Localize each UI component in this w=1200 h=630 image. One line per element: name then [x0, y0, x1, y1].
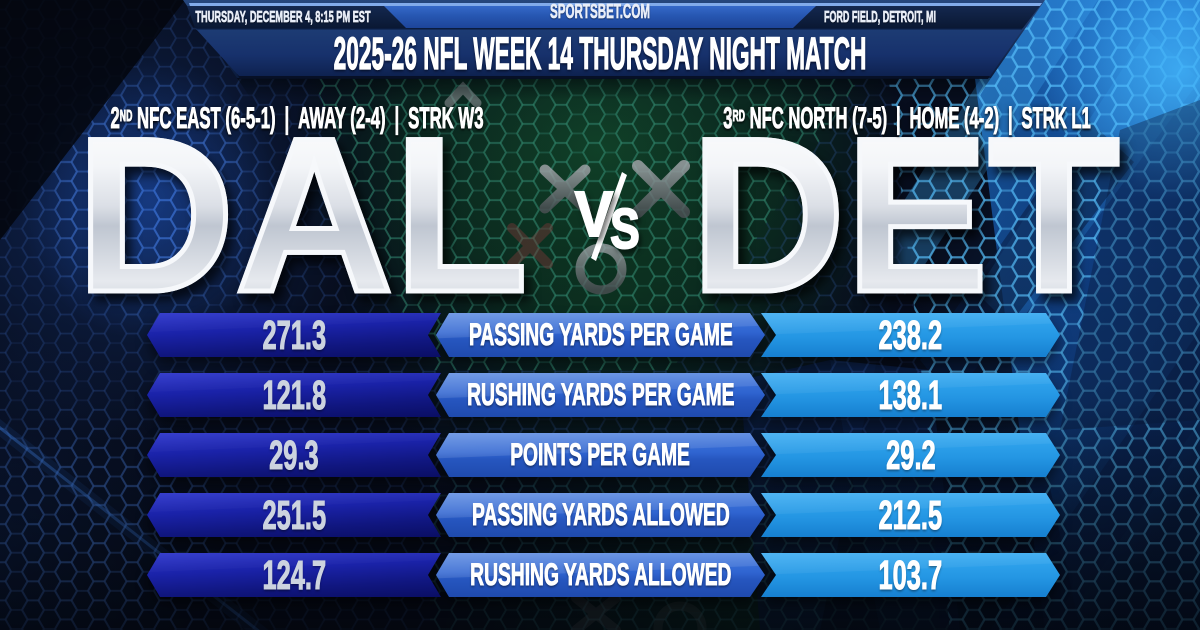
home-stat-bar: 29.2 [761, 433, 1060, 477]
away-stat-value: 251.5 [262, 491, 326, 538]
team-streak: STRK L1 [1021, 102, 1091, 135]
stat-label-bar: PASSING YARDS ALLOWED [436, 493, 765, 537]
home-stat-bar: 138.1 [761, 373, 1060, 417]
stat-row: 271.3 PASSING YARDS PER GAME 238.2 [0, 313, 1200, 357]
brand-label: SPORTSBET.COM [549, 1, 651, 23]
away-team-info: 2ND NFC EAST (6-5-1) | AWAY (2-4) | STRK W3 [0, 102, 631, 139]
stat-label: POINTS PER GAME [510, 436, 691, 473]
datetime-text: THURSDAY, DECEMBER 4, 8:15 PM EST [195, 9, 371, 26]
away-stat-bar: 251.5 [147, 493, 441, 537]
separator: | [1007, 102, 1013, 135]
home-stat-value: 138.1 [878, 371, 943, 418]
venue-text: FORD FIELD, DETROIT, MI [824, 9, 936, 26]
stat-label: PASSING YARDS ALLOWED [471, 496, 730, 533]
stat-label-bar: PASSING YARDS PER GAME [436, 313, 765, 357]
vs-letter-s: S [609, 197, 640, 261]
vs-letter-v: V [574, 178, 614, 250]
stat-label: RUSHING YARDS PER GAME [466, 376, 735, 413]
home-stat-bar: 212.5 [761, 493, 1060, 537]
team-streak: STRK W3 [408, 102, 484, 135]
away-stat-value: 271.3 [262, 311, 326, 358]
stat-row: 121.8 RUSHING YARDS PER GAME 138.1 [0, 373, 1200, 417]
separator: | [394, 102, 400, 135]
stat-label: PASSING YARDS PER GAME [468, 316, 733, 353]
header-banner-shape [183, 0, 1045, 100]
away-stat-bar: 271.3 [147, 313, 441, 357]
stat-label-bar: RUSHING YARDS ALLOWED [436, 553, 765, 597]
away-stat-bar: 29.3 [147, 433, 441, 477]
away-stat-value: 29.3 [269, 431, 319, 478]
separator: | [284, 102, 290, 135]
home-stat-value: 103.7 [878, 551, 943, 598]
team-rank: 2 [110, 102, 120, 135]
away-stat-bar: 124.7 [147, 553, 441, 597]
team-venue-record: AWAY (2-4) [298, 102, 386, 135]
stat-row: 251.5 PASSING YARDS ALLOWED 212.5 [0, 493, 1200, 537]
stat-label-bar: POINTS PER GAME [436, 433, 765, 477]
page-title: 2025-26 NFL WEEK 14 THURSDAY NIGHT MATCH [66, 28, 1134, 79]
away-team-abbr: DAL [73, 92, 530, 338]
stat-label: RUSHING YARDS ALLOWED [469, 556, 732, 593]
meta-venue: FORD FIELD, DETROIT, MI [783, 10, 977, 26]
home-team-abbr: DET [688, 92, 1122, 338]
stat-row: 124.7 RUSHING YARDS ALLOWED 103.7 [0, 553, 1200, 597]
away-stat-value: 124.7 [262, 551, 326, 598]
stat-label-bar: RUSHING YARDS PER GAME [436, 373, 765, 417]
home-stat-value: 238.2 [878, 311, 943, 358]
meta-datetime: THURSDAY, DECEMBER 4, 8:15 PM EST [136, 10, 431, 26]
home-stat-value: 212.5 [878, 491, 943, 538]
team-division-record: NFC NORTH (7-5) [749, 102, 888, 135]
brand-text: SPORTSBET.COM [514, 1, 686, 23]
team-venue-record: HOME (4-2) [909, 102, 1000, 135]
home-stat-value: 29.2 [885, 431, 936, 478]
away-stat-value: 121.8 [262, 371, 326, 418]
home-stat-bar: 238.2 [761, 313, 1060, 357]
home-stat-bar: 103.7 [761, 553, 1060, 597]
vs-slash [591, 172, 627, 261]
title-text: 2025-26 NFL WEEK 14 THURSDAY NIGHT MATCH [333, 28, 867, 79]
team-rank-suffix: ND [119, 108, 133, 126]
separator: | [896, 102, 901, 135]
team-rank: 3 [723, 102, 733, 135]
team-rank-suffix: RD [732, 108, 745, 126]
team-division-record: NFC EAST (6-5-1) [137, 102, 276, 135]
home-team-info: 3RD NFC NORTH (7-5) | HOME (4-2) | STRK L1 [575, 102, 1200, 139]
away-stat-bar: 121.8 [147, 373, 441, 417]
stat-row: 29.3 POINTS PER GAME 29.2 [0, 433, 1200, 477]
